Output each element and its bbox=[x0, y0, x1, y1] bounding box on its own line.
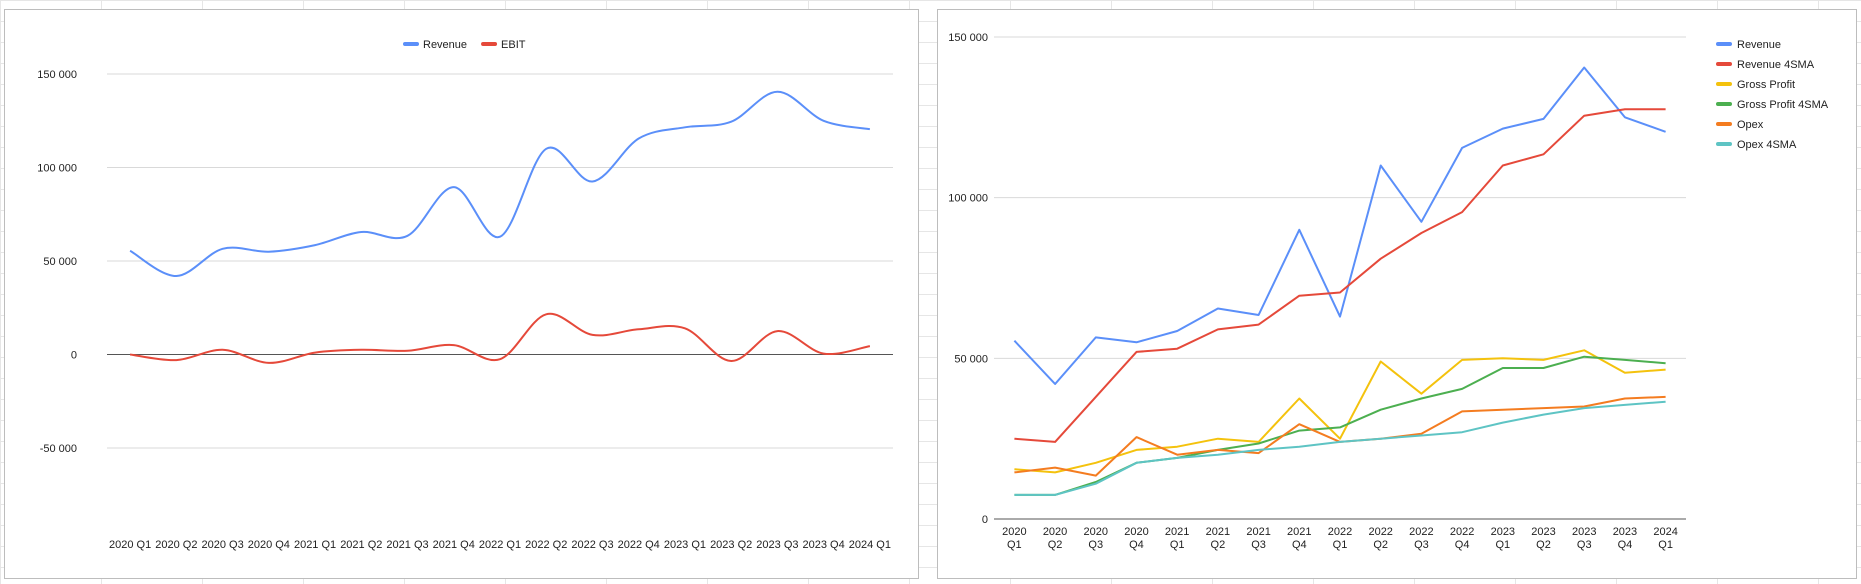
x-tick-label: 2023 Q3 bbox=[756, 539, 798, 551]
x-tick-label-year: 2021 bbox=[1287, 526, 1311, 538]
x-tick-label-year: 2023 bbox=[1572, 526, 1596, 538]
x-tick-label: 2023 Q2 bbox=[710, 539, 752, 551]
series-line-opex-4sma bbox=[1014, 400, 1666, 496]
x-tick-label: 2020 Q4 bbox=[248, 539, 290, 551]
x-tick-label: 2022 Q1 bbox=[479, 539, 521, 551]
x-tick-label-year: 2020 bbox=[1084, 526, 1108, 538]
x-tick-label-quarter: Q1 bbox=[1007, 539, 1022, 551]
revenue-ebit-chart-svg: 150 000 100 000 50 000 0 -50 000 2020 Q1 2020 … bbox=[37, 39, 893, 551]
y-tick-label: -50 000 bbox=[40, 443, 77, 455]
x-tick-label-year: 2023 bbox=[1491, 526, 1515, 538]
x-tick-label: 2021 Q2 bbox=[340, 539, 382, 551]
x-tick-label-quarter: Q4 bbox=[1618, 539, 1633, 551]
series-line-opex bbox=[1014, 395, 1666, 477]
x-tick-label-quarter: Q1 bbox=[1170, 539, 1185, 551]
x-tick-label: 2023 Q1 bbox=[664, 539, 706, 551]
legend-label: Revenue bbox=[423, 39, 467, 51]
legend-label: Opex 4SMA bbox=[1737, 139, 1797, 151]
x-tick-label-quarter: Q1 bbox=[1333, 539, 1348, 551]
x-tick-label: 2022 Q4 bbox=[618, 539, 660, 551]
x-tick-label-quarter: Q1 bbox=[1658, 539, 1673, 551]
revenue-ebit-chart[interactable]: 150 000 100 000 50 000 0 -50 000 2020 Q1 2020 … bbox=[4, 9, 919, 579]
x-tick-label-year: 2023 bbox=[1531, 526, 1555, 538]
y-tick-label: 100 000 bbox=[37, 163, 77, 175]
moving-average-chart[interactable]: 150 000 100 000 50 000 0 2020 Q1 2020 Q2 2020 Q3 2… bbox=[937, 9, 1857, 579]
legend-label: Opex bbox=[1737, 119, 1764, 131]
y-tick-label: 0 bbox=[71, 350, 77, 362]
x-tick-label-year: 2020 bbox=[1124, 526, 1148, 538]
x-tick-label-year: 2022 bbox=[1409, 526, 1433, 538]
x-tick-label-quarter: Q3 bbox=[1251, 539, 1266, 551]
x-tick-label-year: 2024 bbox=[1653, 526, 1677, 538]
x-tick-label-quarter: Q4 bbox=[1129, 539, 1144, 551]
y-tick-label: 0 bbox=[982, 514, 988, 526]
x-tick-label-quarter: Q2 bbox=[1536, 539, 1551, 551]
series-line-gross-profit bbox=[1014, 349, 1666, 474]
y-tick-label: 150 000 bbox=[37, 69, 77, 81]
x-tick-label-year: 2021 bbox=[1165, 526, 1189, 538]
x-tick-label: 2021 Q4 bbox=[433, 539, 475, 551]
x-tick-label-quarter: Q4 bbox=[1292, 539, 1307, 551]
x-tick-label: 2021 Q3 bbox=[386, 539, 428, 551]
x-tick-label-year: 2020 bbox=[1002, 526, 1026, 538]
series-line-revenue bbox=[129, 90, 871, 278]
x-tick-label-year: 2021 bbox=[1246, 526, 1270, 538]
y-tick-label: 50 000 bbox=[43, 256, 77, 268]
x-tick-label-year: 2021 bbox=[1206, 526, 1230, 538]
x-tick-label-year: 2022 bbox=[1368, 526, 1392, 538]
x-tick-label: 2022 Q3 bbox=[571, 539, 613, 551]
y-tick-label: 100 000 bbox=[948, 193, 988, 205]
x-tick-label: 2020 Q2 bbox=[155, 539, 197, 551]
legend-label: Gross Profit 4SMA bbox=[1737, 99, 1829, 111]
x-tick-label-quarter: Q2 bbox=[1048, 539, 1063, 551]
x-tick-label-quarter: Q3 bbox=[1088, 539, 1103, 551]
x-tick-label-quarter: Q2 bbox=[1211, 539, 1226, 551]
x-tick-label-year: 2020 bbox=[1043, 526, 1067, 538]
x-tick-label-quarter: Q3 bbox=[1414, 539, 1429, 551]
x-tick-label-quarter: Q1 bbox=[1495, 539, 1510, 551]
x-tick-label-year: 2022 bbox=[1450, 526, 1474, 538]
legend-label: Revenue bbox=[1737, 39, 1781, 51]
series-line-revenue-4sma bbox=[1014, 108, 1666, 443]
legend-label: Gross Profit bbox=[1737, 79, 1795, 91]
series-line-ebit bbox=[129, 312, 871, 364]
x-tick-label-quarter: Q2 bbox=[1373, 539, 1388, 551]
legend-label: EBIT bbox=[501, 39, 526, 51]
y-tick-label: 50 000 bbox=[954, 353, 988, 365]
x-tick-label: 2020 Q1 bbox=[109, 539, 151, 551]
x-tick-label-quarter: Q4 bbox=[1455, 539, 1470, 551]
series-line-revenue bbox=[1013, 66, 1666, 385]
x-tick-label: 2024 Q1 bbox=[849, 539, 891, 551]
legend-label: Revenue 4SMA bbox=[1737, 59, 1815, 71]
y-tick-label: 150 000 bbox=[948, 32, 988, 44]
x-tick-label: 2021 Q1 bbox=[294, 539, 336, 551]
x-tick-label-year: 2023 bbox=[1613, 526, 1637, 538]
x-tick-label-year: 2022 bbox=[1328, 526, 1352, 538]
x-tick-label: 2020 Q3 bbox=[201, 539, 243, 551]
x-tick-label: 2023 Q4 bbox=[803, 539, 845, 551]
x-tick-label: 2022 Q2 bbox=[525, 539, 567, 551]
x-tick-label-quarter: Q3 bbox=[1577, 539, 1592, 551]
